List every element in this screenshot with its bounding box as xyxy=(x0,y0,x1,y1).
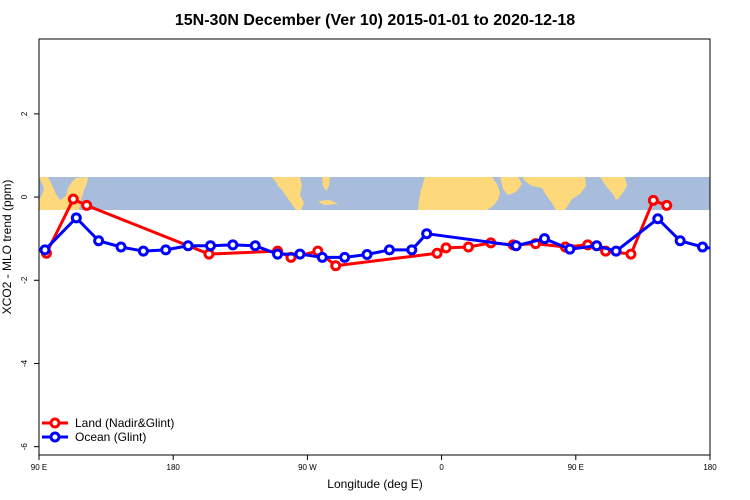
y-tick-label: -6 xyxy=(20,443,29,451)
series-ocean xyxy=(39,212,750,263)
y-tick-label: -2 xyxy=(20,276,29,284)
data-point xyxy=(661,199,673,211)
data-point xyxy=(204,240,216,252)
data-point xyxy=(39,244,51,256)
series-layer xyxy=(39,193,750,272)
chart-title: 15N-30N December (Ver 10) 2015-01-01 to … xyxy=(175,12,575,29)
data-point xyxy=(249,240,261,252)
data-point xyxy=(160,244,172,256)
data-point xyxy=(339,251,351,263)
data-point xyxy=(383,244,395,256)
data-point xyxy=(406,244,418,256)
data-point xyxy=(316,251,328,263)
data-point xyxy=(462,241,474,253)
data-point xyxy=(431,247,443,259)
data-point xyxy=(674,235,686,247)
data-point xyxy=(538,233,550,245)
data-point xyxy=(81,199,93,211)
x-tick-label: 180 xyxy=(703,463,717,472)
data-point xyxy=(625,248,637,260)
data-point xyxy=(203,248,215,260)
data-point xyxy=(743,246,750,254)
y-tick-label: 0 xyxy=(20,194,29,199)
data-point xyxy=(93,235,105,247)
land-mass-india xyxy=(522,177,586,210)
data-point xyxy=(294,248,306,260)
data-point xyxy=(721,246,729,254)
data-point xyxy=(272,248,284,260)
x-tick-label: 90 E xyxy=(31,463,47,472)
legend-label: Ocean (Glint) xyxy=(75,430,146,444)
data-point xyxy=(421,228,433,240)
data-point xyxy=(652,213,664,225)
data-point xyxy=(610,245,622,257)
y-axis: 2 0 -2 -4 -6 xyxy=(20,111,39,450)
legend-marker xyxy=(49,417,61,429)
land-mass-cuba xyxy=(318,200,338,205)
land-mass-africa xyxy=(418,177,500,210)
legend-label: Land (Nadir&Glint) xyxy=(75,416,174,430)
data-point xyxy=(115,241,127,253)
y-tick-label: 2 xyxy=(20,111,29,116)
x-tick-label: 180 xyxy=(167,463,181,472)
data-point xyxy=(647,194,659,206)
data-point xyxy=(330,260,342,272)
ocean-background xyxy=(39,177,710,210)
land-mass-se-asia xyxy=(600,177,627,200)
land-mass-arabia xyxy=(500,177,522,195)
data-point xyxy=(564,243,576,255)
x-axis: 90 E 180 90 W 0 90 E 180 xyxy=(31,455,717,472)
y-axis-label: XCO2 - MLO trend (ppm) xyxy=(0,180,14,315)
data-point xyxy=(510,240,522,252)
x-tick-label: 90 W xyxy=(298,463,317,472)
y-tick-label: -4 xyxy=(20,359,29,367)
legend-marker xyxy=(49,431,61,443)
world-map-band xyxy=(39,177,710,210)
data-point xyxy=(440,242,452,254)
data-point xyxy=(591,240,603,252)
x-tick-label: 0 xyxy=(439,463,444,472)
data-point xyxy=(227,239,239,251)
data-point xyxy=(182,240,194,252)
data-point xyxy=(137,245,149,257)
x-tick-label: 90 E xyxy=(568,463,584,472)
land-mass-florida xyxy=(322,177,330,191)
plot-area-frame xyxy=(38,38,711,456)
data-point xyxy=(697,241,709,253)
series-line xyxy=(43,216,710,259)
land-mass-mexico xyxy=(272,177,304,210)
x-axis-label: Longitude (deg E) xyxy=(327,477,422,491)
data-point xyxy=(70,212,82,224)
data-point xyxy=(361,248,373,260)
land-mass-taiwan xyxy=(615,191,619,199)
legend: Land (Nadir&Glint)Ocean (Glint) xyxy=(42,416,174,444)
data-point xyxy=(67,193,79,205)
